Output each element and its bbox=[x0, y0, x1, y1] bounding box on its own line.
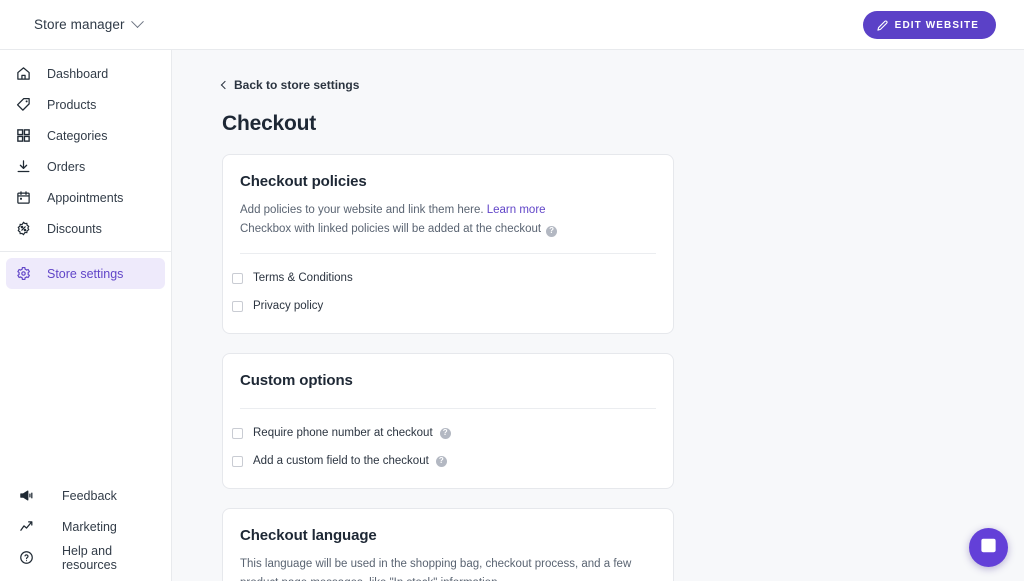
custom-options-card: Custom options Require phone number at c… bbox=[222, 353, 674, 489]
sidebar: Dashboard Products Categories bbox=[0, 50, 172, 581]
privacy-policy-checkbox[interactable] bbox=[232, 300, 243, 312]
help-icon[interactable]: ? bbox=[439, 427, 451, 439]
store-switcher-label: Store manager bbox=[34, 17, 125, 32]
card-description-text: Add policies to your website and link th… bbox=[240, 204, 487, 216]
require-phone-number-checkbox[interactable] bbox=[232, 427, 243, 439]
option-label: Terms & Conditions bbox=[253, 272, 353, 284]
option-row[interactable]: Add a custom field to the checkout ? bbox=[232, 451, 673, 471]
sidebar-item-discounts[interactable]: Discounts bbox=[6, 213, 165, 244]
sidebar-item-feedback[interactable]: Feedback bbox=[6, 480, 165, 511]
sidebar-item-label: Orders bbox=[47, 159, 86, 174]
terms-and-conditions-checkbox[interactable] bbox=[232, 272, 243, 284]
gear-icon bbox=[14, 265, 32, 283]
home-icon bbox=[14, 65, 32, 83]
card-title: Checkout policies bbox=[240, 173, 367, 190]
sidebar-bottom-nav: Feedback Marketing Help and resources bbox=[0, 480, 171, 573]
back-link-label: Back to store settings bbox=[234, 78, 360, 92]
store-switcher[interactable]: Store manager bbox=[34, 15, 144, 32]
card-description: Add policies to your website and link th… bbox=[240, 201, 656, 239]
sidebar-main-nav: Dashboard Products Categories bbox=[0, 50, 171, 289]
chat-launcher-button[interactable] bbox=[969, 528, 1008, 567]
sidebar-item-label: Appointments bbox=[47, 190, 124, 205]
top-bar: Store manager EDIT WEBSITE bbox=[0, 0, 1024, 50]
option-label: Privacy policy bbox=[253, 300, 324, 312]
chevron-down-icon bbox=[130, 15, 144, 29]
option-row[interactable]: Terms & Conditions bbox=[232, 268, 673, 288]
megaphone-icon bbox=[17, 487, 35, 505]
help-icon[interactable]: ? bbox=[435, 455, 447, 467]
option-label: Require phone number at checkout bbox=[253, 427, 433, 439]
help-icon[interactable]: ? bbox=[546, 225, 558, 237]
calendar-icon bbox=[14, 189, 32, 207]
sidebar-item-label: Dashboard bbox=[47, 66, 109, 81]
sidebar-item-appointments[interactable]: Appointments bbox=[6, 182, 165, 213]
card-divider bbox=[240, 408, 656, 409]
sidebar-item-dashboard[interactable]: Dashboard bbox=[6, 58, 165, 89]
card-title: Checkout language bbox=[240, 527, 377, 544]
main-content: Back to store settings Checkout Checkout… bbox=[172, 50, 1024, 581]
option-label: Add a custom field to the checkout bbox=[253, 455, 429, 467]
sidebar-item-help-and-resources[interactable]: Help and resources bbox=[6, 542, 165, 573]
page-title: Checkout bbox=[222, 112, 317, 135]
custom-options-list: Require phone number at checkout ? Add a… bbox=[223, 409, 673, 488]
sidebar-item-label: Feedback bbox=[62, 488, 117, 503]
sidebar-divider bbox=[0, 251, 171, 252]
card-divider bbox=[240, 253, 656, 254]
policy-options-list: Terms & Conditions Privacy policy bbox=[223, 254, 673, 333]
card-title: Custom options bbox=[240, 372, 353, 389]
add-custom-field-checkbox[interactable] bbox=[232, 455, 243, 467]
trending-up-icon bbox=[17, 518, 35, 536]
checkout-policies-card: Checkout policies Add policies to your w… bbox=[222, 154, 674, 334]
grid-icon bbox=[14, 127, 32, 145]
chat-icon bbox=[979, 536, 998, 560]
sidebar-item-label: Products bbox=[47, 97, 97, 112]
back-to-store-settings-link[interactable]: Back to store settings bbox=[220, 78, 360, 92]
edit-website-button[interactable]: EDIT WEBSITE bbox=[862, 11, 996, 39]
option-row[interactable]: Require phone number at checkout ? bbox=[232, 423, 673, 443]
discount-icon bbox=[14, 220, 32, 238]
pencil-icon bbox=[877, 19, 888, 31]
learn-more-link[interactable]: Learn more bbox=[486, 204, 546, 216]
sidebar-item-products[interactable]: Products bbox=[6, 89, 165, 120]
chevron-left-icon bbox=[220, 80, 230, 90]
sidebar-item-label: Store settings bbox=[47, 266, 124, 281]
sidebar-item-categories[interactable]: Categories bbox=[6, 120, 165, 151]
tag-icon bbox=[14, 96, 32, 114]
sidebar-item-label: Categories bbox=[47, 128, 108, 143]
sidebar-item-marketing[interactable]: Marketing bbox=[6, 511, 165, 542]
sidebar-item-orders[interactable]: Orders bbox=[6, 151, 165, 182]
sidebar-item-label: Help and resources bbox=[62, 543, 117, 572]
option-row[interactable]: Privacy policy bbox=[232, 296, 673, 316]
download-icon bbox=[14, 158, 32, 176]
card-description: This language will be used in the shoppi… bbox=[240, 558, 632, 581]
sidebar-item-label: Discounts bbox=[47, 221, 102, 236]
sidebar-item-store-settings[interactable]: Store settings bbox=[6, 258, 165, 289]
help-circle-icon bbox=[17, 549, 35, 567]
card-description-line2: Checkbox with linked policies will be ad… bbox=[240, 223, 542, 235]
checkout-language-card: Checkout language This language will be … bbox=[222, 508, 674, 581]
edit-website-label: EDIT WEBSITE bbox=[894, 19, 979, 31]
sidebar-item-label: Marketing bbox=[62, 519, 117, 534]
